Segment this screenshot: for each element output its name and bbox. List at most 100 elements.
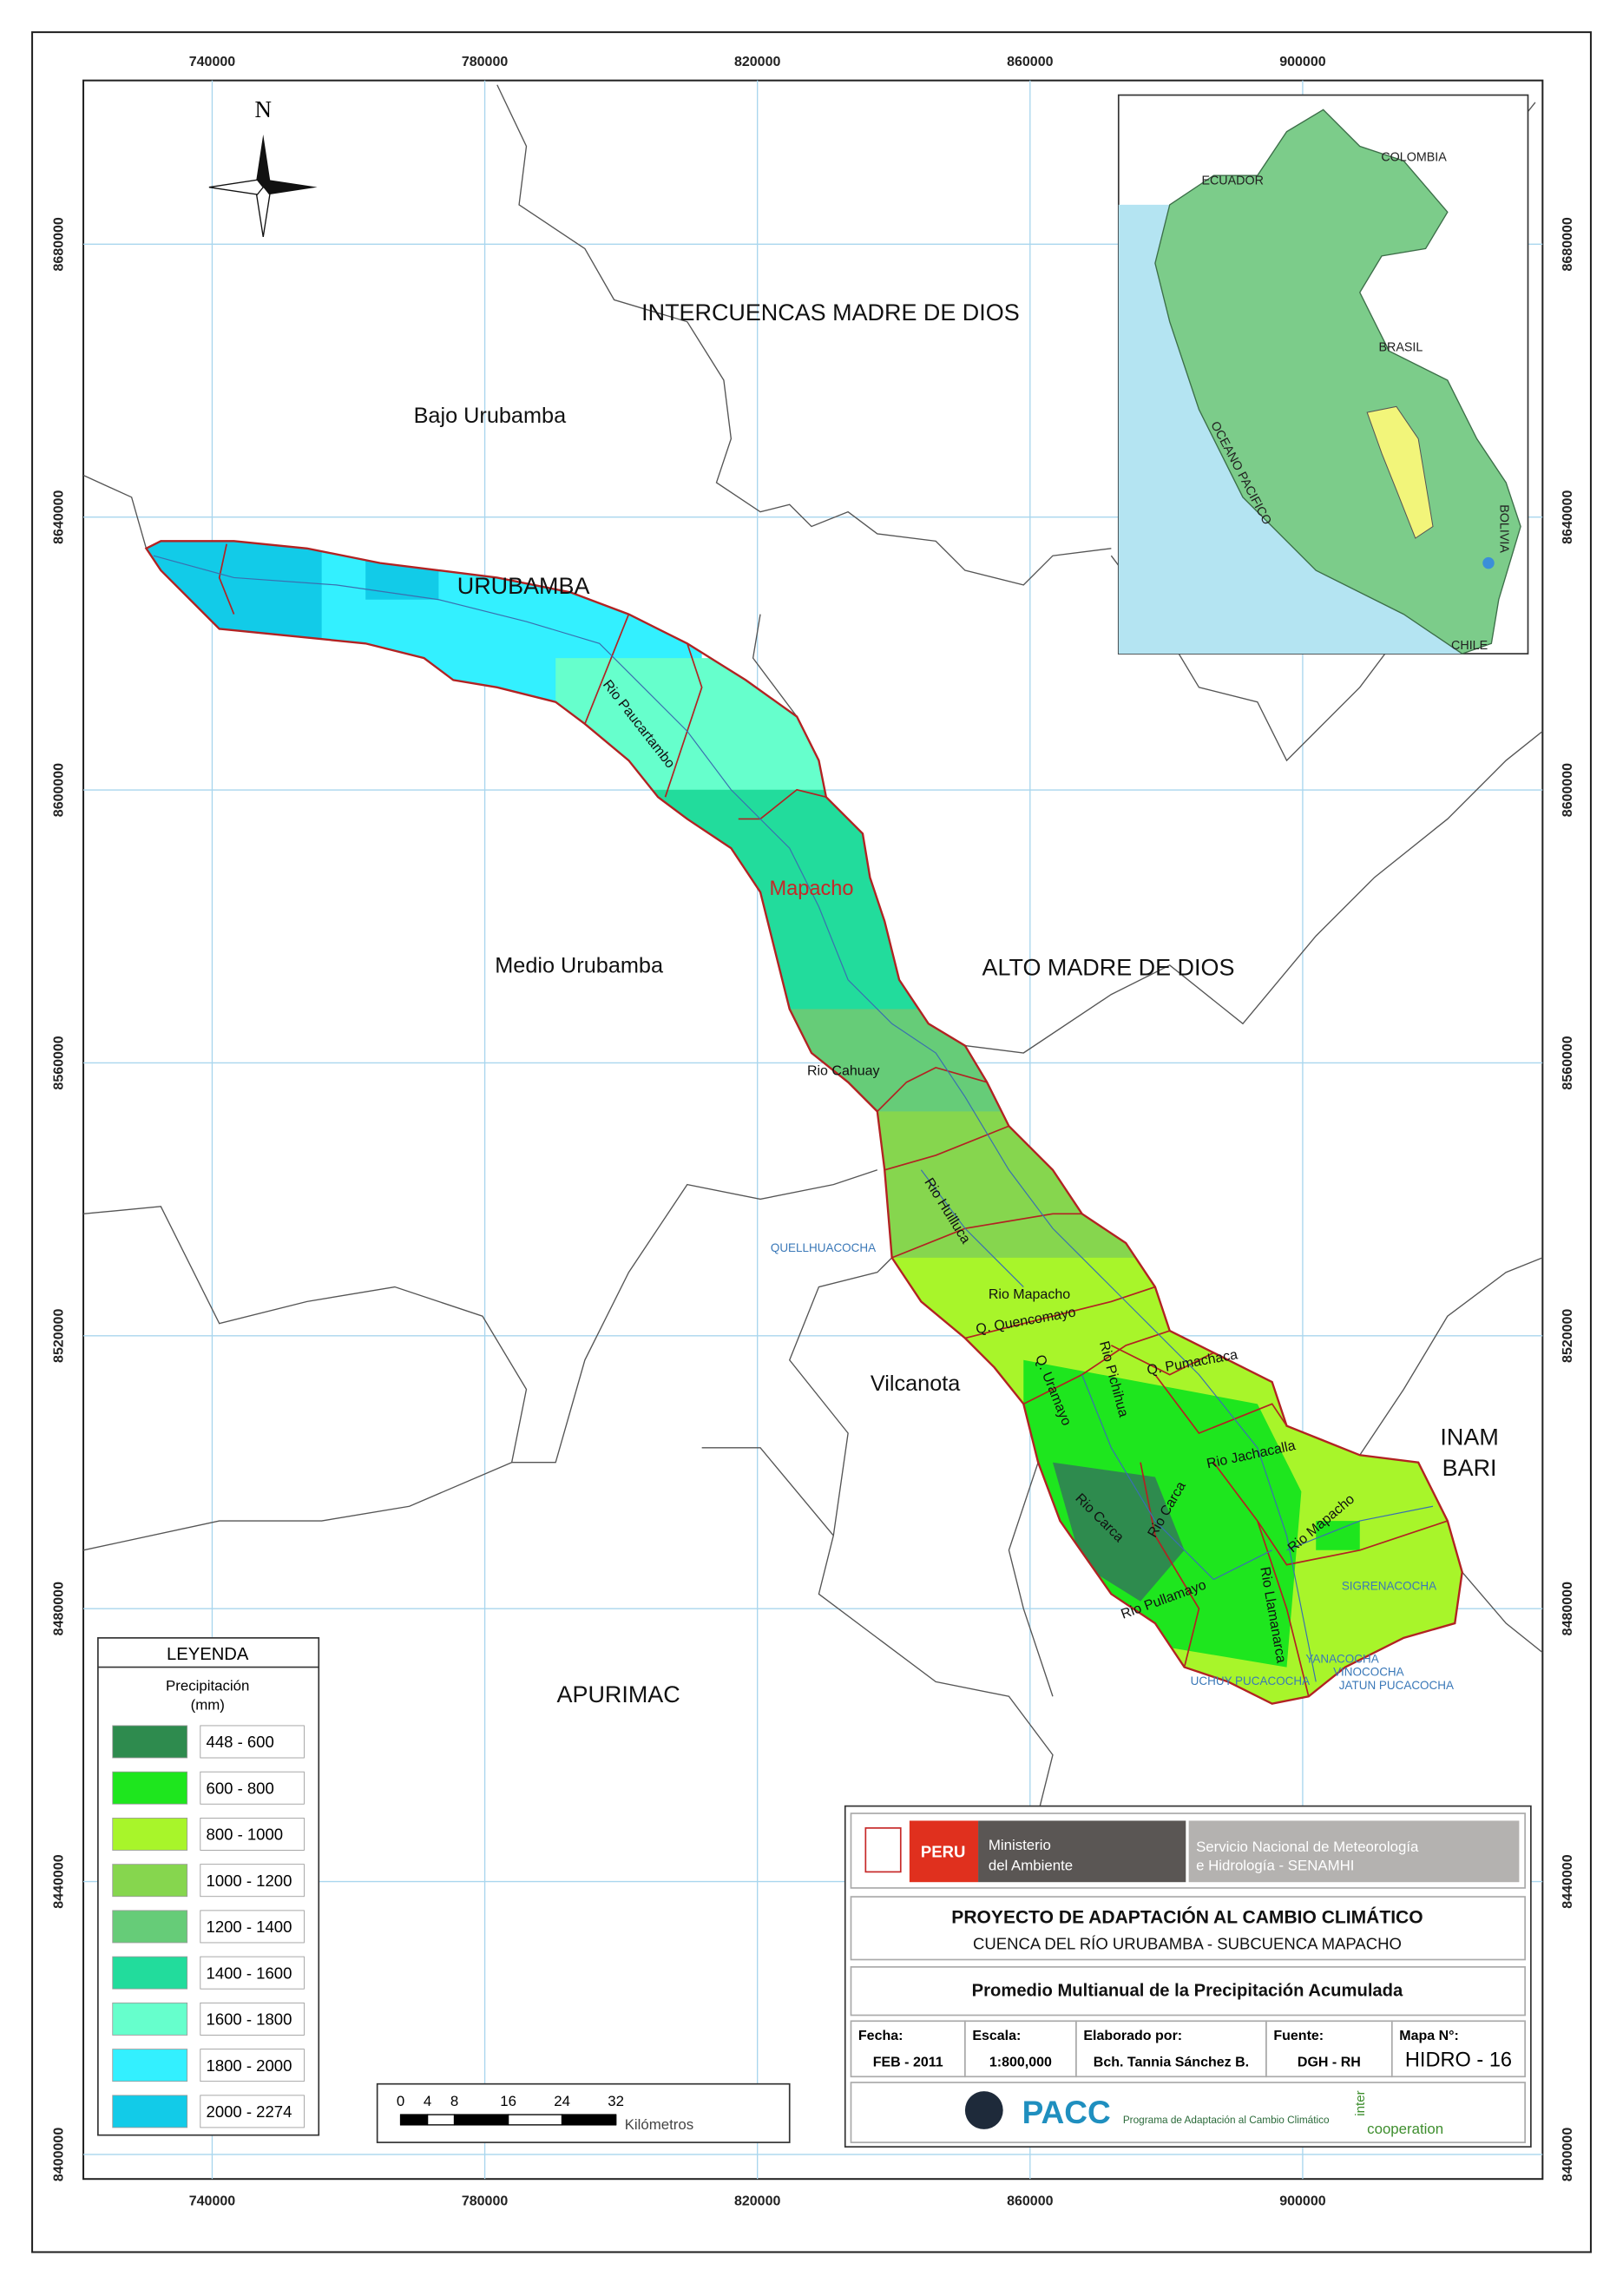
- region-label: Mapacho: [770, 877, 854, 899]
- legend-label-box: [200, 1725, 305, 1759]
- scale-unit: Kilómetros: [625, 2116, 694, 2133]
- field-value: Bch. Tannia Sánchez B.: [1094, 2055, 1249, 2069]
- legend-swatch: [112, 1864, 188, 1898]
- lake-label: YANACOCHA: [1305, 1653, 1378, 1666]
- x-tick-label: 740000: [189, 2194, 235, 2209]
- project-basin: CUENCA DEL RÍO URUBAMBA - SUBCUENCA MAPA…: [973, 1935, 1402, 1953]
- basin-boundaries: [83, 84, 1543, 1872]
- map-title: Promedio Multianual de la Precipitación …: [972, 1982, 1403, 2001]
- region-label: Vilcanota: [871, 1372, 961, 1396]
- legend-label: 448 - 600: [207, 1733, 274, 1751]
- y-tick-label: 8440000: [1561, 1854, 1575, 1908]
- legend-label-box: [200, 2095, 305, 2128]
- legend-label-box: [200, 1864, 305, 1898]
- legend-unit: (mm): [191, 1696, 225, 1713]
- field-value: FEB - 2011: [873, 2055, 943, 2069]
- legend-subtitle: Precipitación: [166, 1678, 249, 1694]
- region-label: URUBAMBA: [457, 573, 590, 599]
- x-tick-label: 900000: [1279, 2194, 1325, 2209]
- rivers: [153, 555, 1434, 1682]
- field-value: 1:800,000: [989, 2055, 1052, 2069]
- field-label: Mapa N°:: [1399, 2029, 1459, 2043]
- peru-box: [909, 1820, 979, 1883]
- precip-zone: [1316, 1521, 1360, 1550]
- scale-tick-label: 8: [450, 2093, 458, 2109]
- region-label: APURIMAC: [557, 1681, 680, 1707]
- senamhi-label: Servicio Nacional de Meteorología: [1196, 1839, 1419, 1855]
- inset-label: CHILE: [1451, 639, 1488, 653]
- field-label: Elaborado por:: [1083, 2029, 1182, 2043]
- legend-label: 1400 - 1600: [207, 1964, 292, 1982]
- legend-label: 800 - 1000: [207, 1826, 284, 1844]
- inset-label: ECUADOR: [1201, 174, 1264, 187]
- legend-swatch: [112, 1910, 188, 1944]
- y-tick-label: 8480000: [1561, 1582, 1575, 1635]
- subbasin-lines: [218, 543, 1449, 1697]
- x-tick-label: 780000: [462, 2194, 508, 2209]
- scale-tick-label: 4: [424, 2093, 431, 2109]
- region-label: ALTO MADRE DE DIOS: [982, 955, 1235, 981]
- y-tick-label: 8560000: [51, 1036, 66, 1089]
- lake-label: JATUN PUCACOCHA: [1339, 1679, 1454, 1692]
- x-tick-label: 900000: [1279, 55, 1325, 69]
- scale-box: [376, 2082, 791, 2143]
- scale-segment: [507, 2114, 563, 2126]
- legend-label-box: [200, 1771, 305, 1805]
- scale-tick-label: 24: [554, 2093, 570, 2109]
- lake-label: UCHUY PUCACOCHA: [1191, 1674, 1310, 1687]
- river-label: Rio Mapacho: [989, 1287, 1070, 1302]
- region-label: Medio Urubamba: [495, 953, 664, 977]
- scale-tick-label: 0: [397, 2093, 404, 2109]
- legend-label-box: [200, 1818, 305, 1851]
- y-tick-label: 8440000: [51, 1854, 66, 1908]
- field-cell: [850, 2020, 966, 2078]
- y-tick-label: 8400000: [1561, 2128, 1575, 2181]
- scale-tick-label: 32: [608, 2093, 624, 2109]
- scale-segment: [561, 2114, 617, 2126]
- project-row: [850, 1896, 1526, 1961]
- lake-label: VINOCOCHA: [1333, 1666, 1404, 1679]
- legend-swatch: [112, 1956, 188, 1990]
- field-cell: [964, 2020, 1077, 2078]
- x-tick-label: 820000: [734, 2194, 780, 2209]
- y-tick-label: 8680000: [51, 217, 66, 271]
- legend-swatch: [112, 1725, 188, 1759]
- y-tick-label: 8600000: [1561, 763, 1575, 817]
- legend-label: 2000 - 2274: [207, 2102, 292, 2121]
- y-tick-label: 8520000: [51, 1309, 66, 1363]
- legend-label: 1600 - 1800: [207, 2010, 292, 2029]
- field-row: Fecha: FEB - 2011 Escala: 1:800,000 Elaborad…: [850, 2020, 1526, 2078]
- x-tick-label: 780000: [462, 55, 508, 69]
- intercoop-logo: inter: [1353, 2090, 1368, 2115]
- x-tick-label: 820000: [734, 55, 780, 69]
- legend-swatch: [112, 1771, 188, 1805]
- region-label: Bajo Urubamba: [414, 404, 568, 428]
- y-tick-label: 8400000: [51, 2128, 66, 2181]
- legend: LEYENDA Precipitación (mm) 448 - 600 600 …: [97, 1637, 320, 2136]
- field-label: Fecha:: [858, 2029, 903, 2043]
- region-label: BARI: [1442, 1455, 1497, 1481]
- y-tick-label: 8600000: [51, 763, 66, 817]
- coat-of-arms: [864, 1827, 902, 1873]
- scale-tick-label: 16: [500, 2093, 516, 2109]
- region-label: INTERCUENCAS MADRE DE DIOS: [641, 299, 1020, 326]
- legend-label-box: [200, 2049, 305, 2082]
- titicaca: [1482, 556, 1495, 569]
- north-label: N: [255, 96, 272, 122]
- senamhi-label: e Hidrología - SENAMHI: [1196, 1858, 1354, 1874]
- legend-label: 1000 - 1200: [207, 1872, 292, 1890]
- y-tick-label: 8560000: [1561, 1036, 1575, 1089]
- title-block: PERU Ministerio del Ambiente Servicio Na…: [844, 1805, 1532, 2148]
- field-label: Escala:: [972, 2029, 1021, 2043]
- scale-segment: [426, 2114, 456, 2126]
- y-tick-label: 8520000: [1561, 1309, 1575, 1363]
- scale-segment: [453, 2114, 509, 2126]
- legend-label-box: [200, 2002, 305, 2036]
- x-tick-label: 740000: [189, 55, 235, 69]
- map-title-row: [850, 1966, 1526, 2016]
- legend-label-box: [200, 1910, 305, 1944]
- legend-swatch: [112, 2095, 188, 2128]
- ministry-label: del Ambiente: [989, 1858, 1073, 1874]
